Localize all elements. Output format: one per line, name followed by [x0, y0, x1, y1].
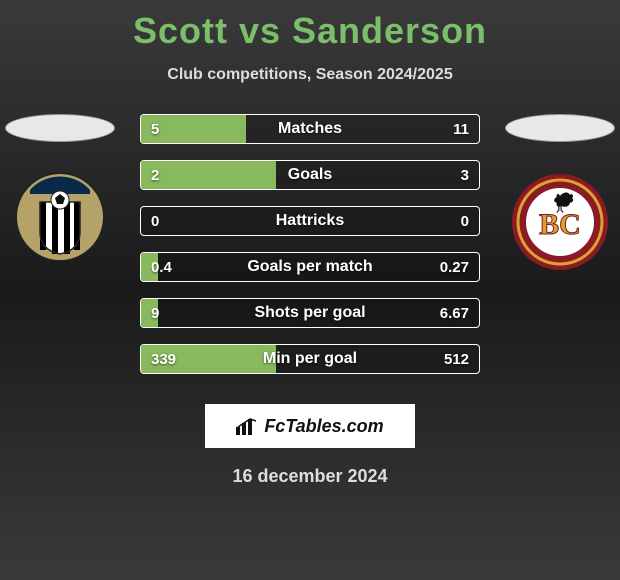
- comparison-subtitle: Club competitions, Season 2024/2025: [0, 66, 620, 84]
- comparison-date: 16 december 2024: [0, 466, 620, 487]
- left-player-column: [0, 114, 120, 262]
- left-club-crest: [15, 172, 105, 262]
- stat-row: 339Min per goal512: [140, 344, 480, 374]
- stat-label: Goals per match: [141, 253, 479, 281]
- right-player-name-plate: [505, 114, 615, 142]
- stat-right-value: 0: [461, 207, 469, 235]
- stat-row: 5Matches11: [140, 114, 480, 144]
- svg-text:BC: BC: [539, 208, 581, 241]
- stat-label: Goals: [141, 161, 479, 189]
- comparison-main: BC 5Matches11 2Goals3 0Hattricks0 0.4Goals …: [0, 114, 620, 394]
- stat-right-value: 0.27: [440, 253, 469, 281]
- right-club-crest: BC: [510, 172, 610, 272]
- stat-right-value: 11: [453, 115, 469, 143]
- comparison-title: Scott vs Sanderson: [0, 0, 620, 52]
- fctables-watermark: FcTables.com: [205, 404, 415, 448]
- stat-right-value: 512: [444, 345, 469, 373]
- right-player-column: BC: [500, 114, 620, 272]
- stat-row: 2Goals3: [140, 160, 480, 190]
- stat-label: Min per goal: [141, 345, 479, 373]
- stat-row: 0Hattricks0: [140, 206, 480, 236]
- stat-label: Hattricks: [141, 207, 479, 235]
- stat-row: 0.4Goals per match0.27: [140, 252, 480, 282]
- stat-label: Shots per goal: [141, 299, 479, 327]
- stat-label: Matches: [141, 115, 479, 143]
- chart-icon: [236, 417, 258, 435]
- watermark-text: FcTables.com: [264, 416, 383, 437]
- left-player-name-plate: [5, 114, 115, 142]
- stat-right-value: 3: [461, 161, 469, 189]
- stat-row: 9Shots per goal6.67: [140, 298, 480, 328]
- stat-right-value: 6.67: [440, 299, 469, 327]
- stat-bars: 5Matches11 2Goals3 0Hattricks0 0.4Goals per…: [140, 114, 480, 390]
